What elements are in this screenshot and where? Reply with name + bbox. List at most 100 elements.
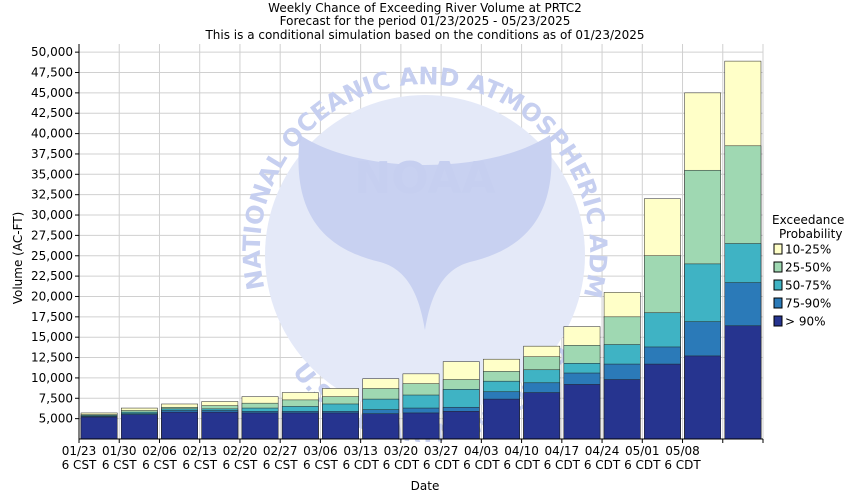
bar-segment	[523, 392, 561, 440]
x-tick-label-time: 6 CST	[62, 458, 97, 472]
x-tick-label-date: 03/27	[424, 444, 459, 458]
legend-title-line2: Probability	[779, 227, 842, 241]
y-tick-label: 22,500	[31, 269, 73, 283]
x-tick-label-date: 04/17	[545, 444, 580, 458]
bar-segment	[603, 379, 641, 440]
x-tick-label-time: 6 CDT	[463, 458, 500, 472]
y-tick-label: 12,500	[31, 351, 73, 365]
x-tick-label-date: 02/13	[182, 444, 217, 458]
bar-stacks	[80, 60, 762, 440]
x-tick-label-date: 05/08	[665, 444, 700, 458]
x-tick-label-time: 6 CDT	[664, 458, 701, 472]
bar-segment	[402, 412, 440, 440]
bar-segment	[563, 384, 601, 440]
bar-stack	[322, 388, 359, 440]
x-tick-label-time: 6 CDT	[624, 458, 661, 472]
y-tick-label: 7,500	[39, 391, 73, 405]
noaa-gull-shape	[298, 135, 552, 330]
bar-stack	[603, 292, 641, 440]
bar-stack	[563, 326, 601, 440]
legend-swatch	[773, 261, 783, 273]
x-tick-label-date: 03/20	[384, 444, 419, 458]
y-tick-label: 27,500	[31, 228, 73, 242]
chart-subtitle-note: This is a conditional simulation based o…	[204, 28, 644, 42]
legend-swatch	[773, 279, 783, 291]
chart-title-block: Weekly Chance of Exceeding River Volume …	[204, 1, 644, 42]
y-tick-label: 47,500	[31, 66, 73, 80]
legend-label: 75-90%	[785, 297, 831, 311]
legend-label: 10-25%	[785, 243, 831, 257]
legend-items: 10-25% 25-50% 50-75% 75-90% > 90%	[773, 243, 831, 329]
chart-subtitle-period: Forecast for the period 01/23/2025 - 05/…	[280, 14, 571, 28]
bar-segment	[644, 363, 681, 440]
x-tick-label-date: 02/20	[223, 444, 258, 458]
x-tick-label-date: 04/03	[464, 444, 499, 458]
legend-label: 25-50%	[785, 261, 831, 275]
bar-stack	[161, 403, 198, 440]
bar-segment	[281, 412, 319, 440]
x-tick-label-time: 6 CST	[102, 458, 137, 472]
y-axis-label: Volume (AC-FT)	[11, 212, 25, 305]
x-tick-label-date: 04/10	[504, 444, 539, 458]
y-tick-label: 40,000	[31, 127, 73, 141]
x-tick-label-time: 6 CST	[263, 458, 298, 472]
x-tick-label-time: 6 CST	[182, 458, 217, 472]
bar-stack	[120, 407, 158, 440]
bar-segment	[362, 413, 400, 440]
x-tick-label-time: 6 CST	[142, 458, 177, 472]
bar-segment	[442, 411, 480, 440]
x-tick-label-date: 02/27	[263, 444, 298, 458]
bar-stack	[80, 412, 118, 440]
x-tick-label-time: 6 CDT	[503, 458, 540, 472]
y-tick-label: 17,500	[31, 310, 73, 324]
bar-stack	[483, 358, 520, 440]
y-tick-label: 25,000	[31, 249, 73, 263]
bar-segment	[120, 414, 158, 440]
bar-stack	[281, 392, 319, 440]
bar-segment	[201, 411, 239, 440]
x-tick-label-date: 01/23	[62, 444, 97, 458]
legend-label: > 90%	[785, 315, 826, 329]
bar-segment	[322, 412, 359, 440]
bar-segment	[483, 398, 520, 440]
y-tick-label: 10,000	[31, 371, 73, 385]
bar-segment	[684, 355, 722, 440]
x-tick-label-time: 6 CDT	[342, 458, 379, 472]
bar-stack	[644, 198, 681, 440]
legend-label: 50-75%	[785, 279, 831, 293]
y-tick-label: 20,000	[31, 289, 73, 303]
chart-title: Weekly Chance of Exceeding River Volume …	[268, 1, 582, 15]
legend-swatch	[773, 315, 783, 327]
bar-stack	[523, 345, 561, 440]
y-tick-label: 32,500	[31, 188, 73, 202]
x-tick-label-date: 03/06	[303, 444, 338, 458]
x-tick-label-date: 04/24	[585, 444, 620, 458]
bar-stack	[241, 396, 279, 440]
axes	[78, 44, 763, 440]
bar-segment	[161, 411, 198, 440]
y-tick-label: 30,000	[31, 208, 73, 222]
x-tick-label-time: 6 CDT	[423, 458, 460, 472]
legend: Exceedance Probability 10-25% 25-50% 50-75…	[772, 213, 844, 329]
x-axis-label: Date	[411, 479, 440, 493]
x-tick-label-date: 02/06	[142, 444, 177, 458]
noaa-logo-text: NOAA	[354, 153, 495, 204]
legend-swatch	[773, 297, 783, 309]
bar-stack	[402, 373, 440, 440]
x-tick-label-date: 01/30	[102, 444, 137, 458]
bar-stack	[362, 378, 400, 440]
bar-segment	[724, 325, 762, 440]
legend-title-line1: Exceedance	[772, 213, 844, 227]
y-tick-label: 15,000	[31, 330, 73, 344]
bar-segment	[241, 412, 279, 440]
bar-stack	[684, 92, 722, 440]
x-tick-label-time: 6 CST	[303, 458, 338, 472]
y-tick-label: 35,000	[31, 167, 73, 181]
bar-segment	[80, 416, 118, 440]
y-tick-label: 45,000	[31, 86, 73, 100]
x-tick-label-date: 03/13	[343, 444, 378, 458]
x-tick-label-time: 6 CDT	[584, 458, 621, 472]
bar-stack	[724, 60, 762, 440]
